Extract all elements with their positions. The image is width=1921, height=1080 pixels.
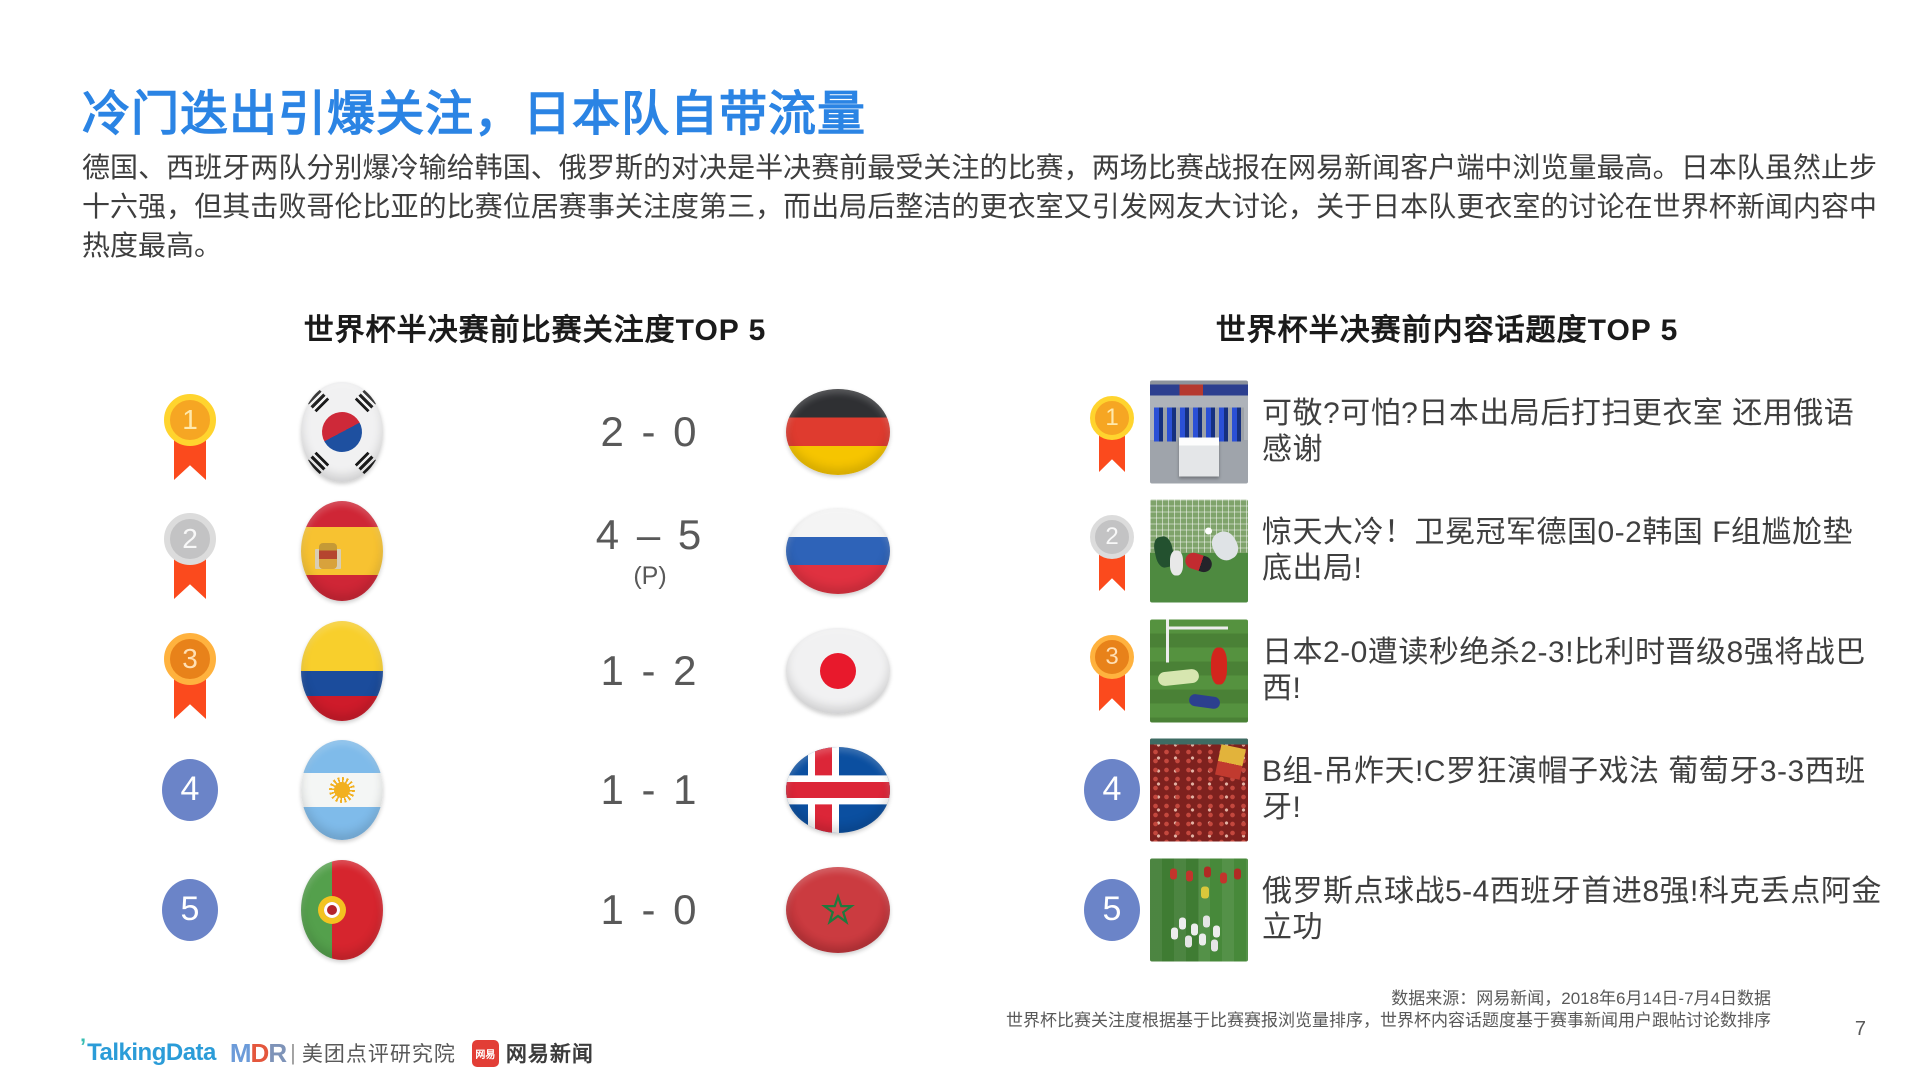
page-number: 7 [1854, 1018, 1866, 1040]
russia-flag-icon [786, 507, 890, 594]
rank-row-5: 5 1 - 0 5 俄罗斯点球战5-4西班牙首进8强!科克丢点阿金立功 [0, 850, 1921, 969]
rank-circle: 5 [162, 878, 218, 941]
rank-number: 3 [164, 633, 216, 685]
data-source-note: 数据来源：网易新闻，2018年6月14日-7月4日数据 世界杯比赛关注度根据基于… [1006, 988, 1771, 1032]
japan-flag-icon [786, 627, 890, 714]
portugal-crest [318, 895, 347, 924]
colombia-flag-icon [301, 620, 383, 721]
source-line-2: 世界杯比赛关注度根据基于比赛赛报浏览量排序，世界杯内容话题度基于赛事新闻用户跟帖… [1006, 1011, 1771, 1030]
morocco-flag-icon [786, 866, 890, 953]
news-headline: 俄罗斯点球战5-4西班牙首进8强!科克丢点阿金立功 [1262, 874, 1882, 944]
match-score: 1 - 1 [600, 765, 700, 813]
match-score: 1 - 2 [600, 646, 700, 694]
news-headline: 惊天大冷！卫冕冠军德国0-2韩国 F组尴尬垫底出局! [1262, 515, 1854, 585]
slide-title: 冷门迭出引爆关注，日本队自带流量 [82, 88, 867, 141]
match-score: 4 – 5 (P) [595, 510, 705, 590]
netease-news-logo: 网易新闻 [505, 1043, 594, 1066]
gold-medal-icon: 1 [160, 394, 220, 490]
thumbnail-portugal-spain-fans [1150, 738, 1248, 841]
footer-logos: ’ TalkingData MDR | 美团点评研究院 网易 网易新闻 [80, 1034, 594, 1068]
news-headline: B组-吊炸天!C罗狂演帽子戏法 葡萄牙3-3西班牙! [1262, 754, 1866, 824]
bronze-medal-icon: 3 [160, 633, 220, 729]
thumbnail-japan-locker-room [1150, 380, 1248, 483]
rank-row-1: 1 2 - 0 1 可敬?可怕?日本出局后打扫更衣室 还用俄语感谢 [0, 372, 1921, 491]
slide-body-text: 德国、西班牙两队分别爆冷输给韩国、俄罗斯的对决是半决赛前最受关注的比赛，两场比赛… [82, 152, 1877, 261]
germany-flag-icon [786, 388, 890, 475]
sun-of-may-icon [329, 776, 355, 803]
pentagram-star-icon [821, 892, 855, 925]
left-panel-title: 世界杯半决赛前比赛关注度TOP 5 [303, 314, 767, 347]
rank-row-2: 2 4 – 5 (P) 2 惊天大冷！卫冕冠军德国0-2韩国 F组尴尬垫底出局! [0, 491, 1921, 610]
rank-circle: 4 [162, 758, 218, 821]
talkingdata-quote-mark-icon: ’ [80, 1034, 87, 1059]
silver-medal-icon: 2 [160, 513, 220, 609]
thumbnail-japan-belgium-goalmouth [1150, 619, 1248, 722]
rank-number: 2 [164, 513, 216, 565]
rank-row-3: 3 1 - 2 3 日本2-0遭读秒绝杀2-3!比利时晋级8强将战巴西! [0, 611, 1921, 730]
iceland-flag-icon [786, 746, 890, 833]
logo-divider: | [290, 1040, 296, 1065]
south-korea-flag-icon [301, 381, 383, 482]
rank-number: 1 [164, 394, 216, 446]
silver-medal-icon: 2 [1082, 515, 1142, 611]
rank-number: 3 [1090, 635, 1134, 679]
right-panel-title: 世界杯半决赛前内容话题度TOP 5 [1215, 314, 1679, 347]
spain-flag-icon [301, 500, 383, 601]
rank-number: 1 [1090, 396, 1134, 440]
bronze-medal-icon: 3 [1082, 635, 1142, 731]
thumbnail-germany-korea-goal [1150, 499, 1248, 602]
match-score: 1 - 0 [600, 885, 700, 933]
gold-medal-icon: 1 [1082, 396, 1142, 492]
rank-circle: 4 [1084, 758, 1140, 821]
portugal-flag-icon [301, 859, 383, 960]
netease-badge-icon: 网易 [471, 1039, 499, 1067]
rank-circle: 5 [1084, 878, 1140, 941]
mdr-logo: MDR [229, 1037, 287, 1068]
news-headline: 可敬?可怕?日本出局后打扫更衣室 还用俄语感谢 [1262, 396, 1855, 466]
meituan-dianping-institute-logo: 美团点评研究院 [301, 1043, 456, 1066]
talkingdata-logo: TalkingData [87, 1039, 216, 1066]
rank-number: 2 [1090, 515, 1134, 559]
spain-crest [319, 542, 337, 569]
source-line-1: 数据来源：网易新闻，2018年6月14日-7月4日数据 [1391, 989, 1771, 1008]
thumbnail-russia-spain-celebration [1150, 858, 1248, 961]
news-headline: 日本2-0遭读秒绝杀2-3!比利时晋级8强将战巴西! [1262, 635, 1866, 705]
match-score: 2 - 0 [600, 407, 700, 455]
argentina-flag-icon [301, 739, 383, 840]
rank-row-4: 4 1 - 1 4 B组-吊炸天!C罗狂演帽子戏法 葡萄牙3-3西班牙! [0, 730, 1921, 849]
